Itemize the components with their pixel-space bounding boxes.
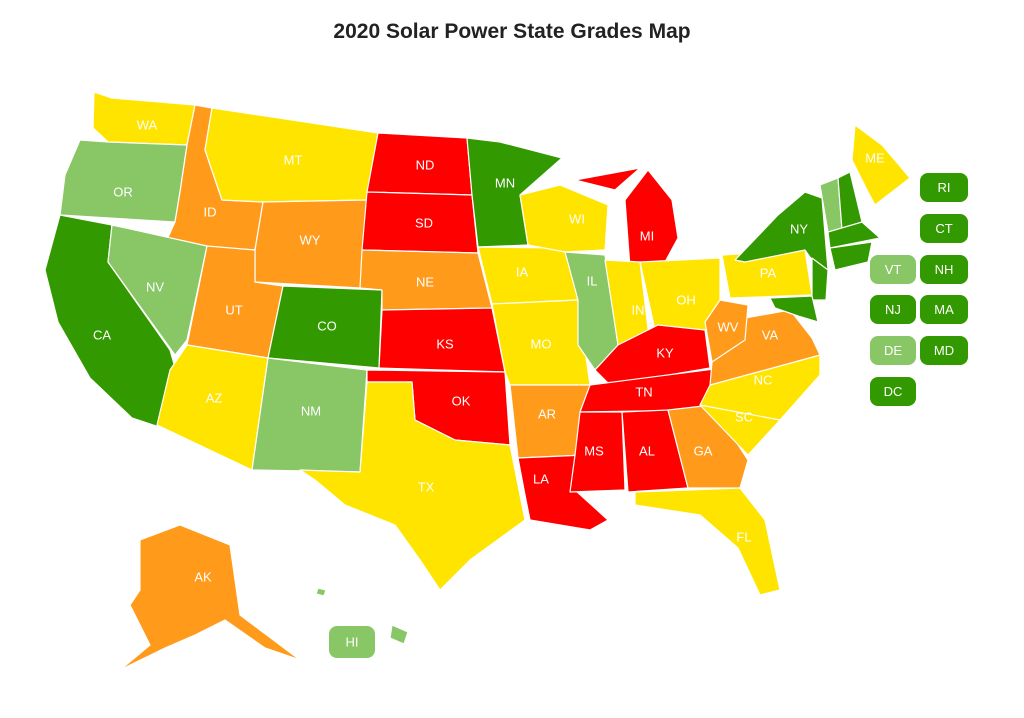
tile-nh[interactable]: NH — [920, 255, 968, 284]
state-sd[interactable] — [361, 191, 479, 254]
state-wi[interactable] — [519, 184, 609, 253]
nj-shape[interactable] — [811, 257, 829, 301]
tile-md[interactable]: MD — [920, 336, 968, 365]
tile-box-md[interactable] — [920, 336, 968, 365]
tile-box-vt[interactable] — [870, 255, 916, 284]
state-or[interactable] — [59, 139, 188, 223]
tile-dc[interactable]: DC — [870, 377, 916, 406]
tile-box-ct[interactable] — [920, 214, 968, 243]
tile-hi[interactable]: HI — [329, 626, 375, 658]
state-mo[interactable] — [491, 299, 591, 386]
state-fl[interactable] — [634, 487, 781, 596]
nh-shape[interactable] — [837, 171, 863, 231]
hi-island-1[interactable] — [315, 587, 327, 597]
state-az[interactable] — [156, 344, 269, 471]
ct-ri-shape[interactable] — [829, 241, 873, 271]
tile-de[interactable]: DE — [870, 336, 916, 365]
tile-box-dc[interactable] — [870, 377, 916, 406]
state-tx[interactable] — [299, 381, 526, 591]
tile-box-ri[interactable] — [920, 173, 968, 202]
tile-nj[interactable]: NJ — [870, 295, 916, 324]
state-nv[interactable] — [107, 224, 208, 356]
tile-vt[interactable]: VT — [870, 255, 916, 284]
tile-ri[interactable]: RI — [920, 173, 968, 202]
hi-island-2[interactable] — [389, 624, 409, 645]
tile-ma[interactable]: MA — [920, 295, 968, 324]
tile-box-hi[interactable] — [329, 626, 375, 658]
state-wv[interactable] — [704, 299, 749, 363]
state-ak[interactable] — [119, 524, 301, 671]
tile-box-nh[interactable] — [920, 255, 968, 284]
small-states-layer — [315, 171, 881, 645]
states-layer — [44, 91, 911, 671]
tile-box-nj[interactable] — [870, 295, 916, 324]
ma-shape[interactable] — [827, 221, 881, 249]
state-wa[interactable] — [92, 91, 196, 146]
tile-box-ma[interactable] — [920, 295, 968, 324]
state-me[interactable] — [851, 124, 911, 206]
map-title: 2020 Solar Power State Grades Map — [333, 20, 691, 43]
state-ms[interactable] — [569, 411, 626, 493]
md-de-shape[interactable] — [769, 295, 819, 323]
state-ks[interactable] — [378, 307, 506, 373]
state-co[interactable] — [267, 285, 383, 369]
state-nm[interactable] — [251, 357, 368, 473]
tile-ct[interactable]: CT — [920, 214, 968, 243]
state-ia[interactable] — [477, 246, 579, 305]
state-nd[interactable] — [366, 132, 473, 196]
state-mt[interactable] — [204, 107, 379, 203]
tile-box-de[interactable] — [870, 336, 916, 365]
state-wy[interactable] — [254, 199, 368, 289]
